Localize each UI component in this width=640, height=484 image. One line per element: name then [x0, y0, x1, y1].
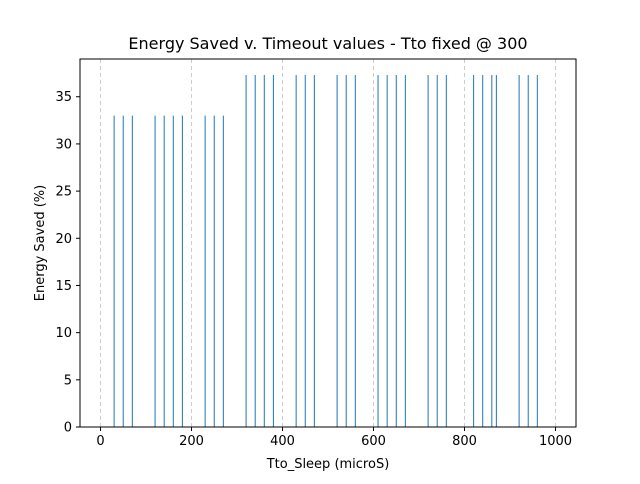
y-tick-label: 35: [55, 90, 72, 105]
bar: [482, 75, 484, 428]
bar: [263, 75, 265, 428]
plot-frame: [79, 58, 577, 428]
bar: [245, 75, 247, 428]
bar: [495, 75, 497, 428]
bar: [336, 75, 338, 428]
y-tick-label: 25: [55, 185, 72, 200]
bar: [154, 115, 156, 427]
y-tick-label: 30: [55, 137, 72, 152]
bar: [386, 75, 388, 428]
bar: [404, 75, 406, 428]
bar: [122, 115, 124, 427]
bar: [445, 75, 447, 428]
bar: [181, 115, 183, 427]
chart-title: Energy Saved v. Timeout values - Tto fix…: [128, 34, 527, 53]
bar: [222, 115, 224, 427]
x-tick-label: 800: [452, 434, 477, 449]
bar: [427, 75, 429, 428]
bar: [473, 75, 475, 428]
bar: [313, 75, 315, 428]
bar: [345, 75, 347, 428]
y-tick-label: 20: [55, 232, 72, 247]
x-tick-label: 0: [96, 434, 104, 449]
bar: [436, 75, 438, 428]
bar: [213, 115, 215, 427]
bar: [163, 115, 165, 427]
y-tick-label: 10: [55, 326, 72, 341]
y-tick-label: 0: [64, 421, 72, 436]
bar: [254, 75, 256, 428]
bar: [272, 75, 274, 428]
y-tick-label: 5: [64, 373, 72, 388]
bar: [527, 75, 529, 428]
bar: [113, 115, 115, 427]
x-ticks: 0 200 400 600 800 1000: [96, 427, 572, 449]
x-tick-label: 200: [179, 434, 204, 449]
x-tick-label: 600: [361, 434, 386, 449]
bar: [204, 115, 206, 427]
bar: [295, 75, 297, 428]
bar: [304, 75, 306, 428]
y-axis-label: Energy Saved (%): [33, 185, 48, 301]
x-tick-label: 1000: [539, 434, 572, 449]
bar: [536, 75, 538, 428]
y-tick-label: 15: [55, 279, 72, 294]
x-axis-label: Tto_Sleep (microS): [266, 457, 390, 472]
grid-layer: [99, 59, 557, 427]
bar: [354, 75, 356, 428]
bar: [395, 75, 397, 428]
bar: [377, 75, 379, 428]
bar: [491, 75, 493, 428]
bar: [518, 75, 520, 428]
y-ticks: 0 5 10 15 20 25 30 35: [55, 90, 80, 436]
bar: [131, 115, 133, 427]
bars-layer: [113, 75, 538, 428]
bar: [172, 115, 174, 427]
x-tick-label: 400: [270, 434, 295, 449]
